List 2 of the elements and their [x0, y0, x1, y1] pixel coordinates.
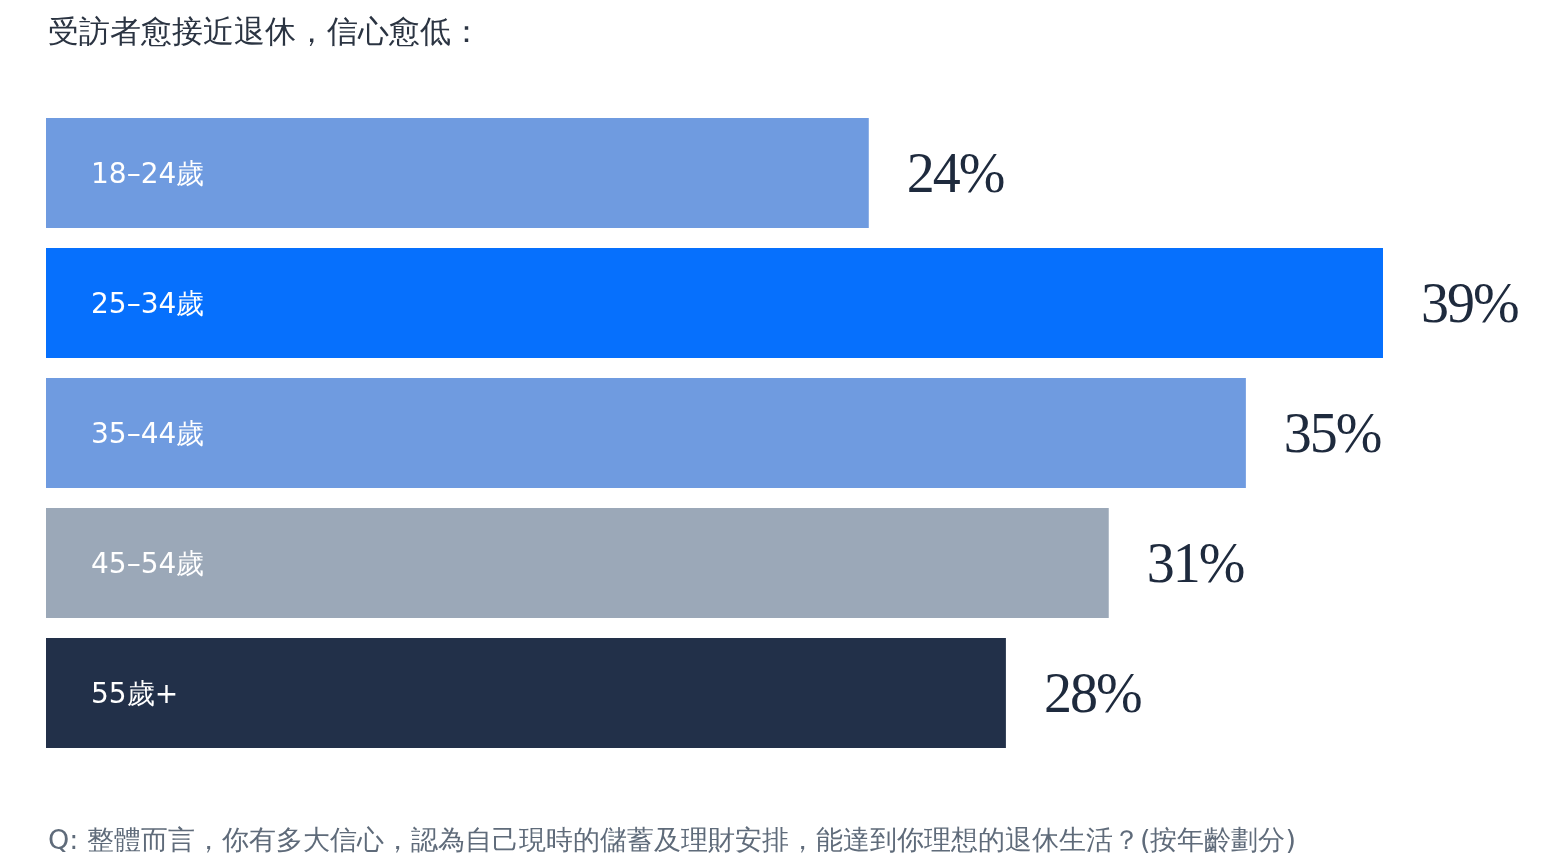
annotation: Q: 整體而言，你有多大信心，認為自己現時的儲蓄及理財安排，能達到你理想的退休生活？(按年齡劃分)	[48, 824, 1296, 855]
title: 受訪者愈接近退休，信心愈低：	[48, 13, 482, 49]
